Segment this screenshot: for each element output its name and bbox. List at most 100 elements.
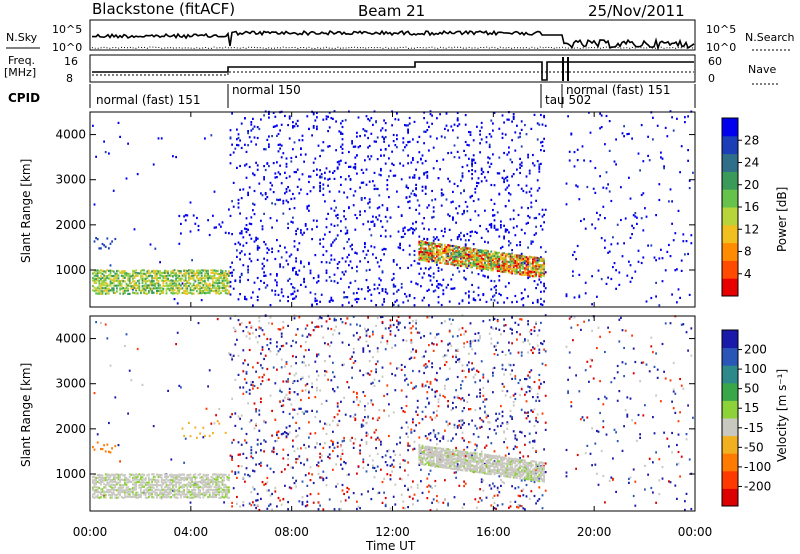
echo-cell <box>304 349 307 352</box>
echo-cell <box>192 474 195 477</box>
echo-cell <box>399 267 401 270</box>
echo-cell <box>599 175 601 178</box>
echo-cell <box>127 495 129 498</box>
echo-cell <box>170 475 173 479</box>
echo-cell <box>362 374 365 377</box>
echo-cell <box>104 245 107 248</box>
echo-cell <box>157 282 160 285</box>
echo-cell <box>484 266 486 269</box>
echo-cell <box>312 219 315 222</box>
echo-cell <box>421 460 424 463</box>
echo-cell <box>220 272 222 275</box>
echo-cell <box>192 282 195 285</box>
echo-cell <box>104 284 107 287</box>
echo-cell <box>96 274 99 277</box>
echo-cell <box>368 206 371 209</box>
echo-cell <box>274 382 277 385</box>
echo-cell <box>440 261 443 264</box>
echo-cell <box>276 431 278 434</box>
echo-cell <box>295 257 297 260</box>
echo-cell <box>128 272 131 275</box>
echo-cell <box>522 261 525 264</box>
echo-cell <box>106 478 109 482</box>
echo-cell <box>316 389 318 392</box>
echo-cell <box>188 496 190 499</box>
echo-cell <box>224 284 227 288</box>
echo-cell <box>530 206 533 209</box>
echo-cell <box>308 363 310 367</box>
echo-cell <box>215 495 217 498</box>
echo-cell <box>215 226 217 229</box>
echo-cell <box>242 264 245 267</box>
echo-cell <box>133 272 136 275</box>
echo-cell <box>199 485 201 488</box>
echo-cell <box>111 269 113 272</box>
echo-cell <box>228 274 230 277</box>
echo-cell <box>255 506 257 510</box>
echo-cell <box>109 284 112 287</box>
echo-cell <box>349 323 352 326</box>
echo-cell <box>184 219 187 222</box>
echo-cell <box>228 491 230 494</box>
echo-cell <box>106 284 109 287</box>
echo-cell <box>247 268 249 271</box>
echo-cell <box>464 200 467 204</box>
echo-cell <box>112 488 115 492</box>
echo-cell <box>309 190 312 193</box>
echo-cell <box>428 451 430 454</box>
echo-cell <box>277 436 280 439</box>
echo-cell <box>136 496 139 499</box>
echo-cell <box>189 435 192 438</box>
echo-cell <box>109 289 112 292</box>
echo-cell <box>408 206 411 210</box>
echo-cell <box>282 497 285 501</box>
echo-cell <box>429 257 432 261</box>
echo-cell <box>159 484 161 487</box>
echo-cell <box>151 270 153 273</box>
echo-cell <box>314 360 317 363</box>
echo-cell <box>490 298 493 301</box>
echo-cell <box>101 476 104 479</box>
echo-cell <box>172 282 174 285</box>
echo-cell <box>370 117 373 120</box>
echo-cell <box>442 249 445 252</box>
echo-cell <box>477 182 480 185</box>
echo-cell <box>543 268 545 271</box>
echo-cell <box>536 283 539 286</box>
echo-cell <box>156 486 158 489</box>
echo-cell <box>256 499 259 502</box>
echo-cell <box>584 227 587 230</box>
echo-cell <box>213 422 216 425</box>
echo-cell <box>96 269 99 272</box>
echo-cell <box>421 250 424 254</box>
echo-cell <box>508 267 510 270</box>
echo-cell <box>106 481 109 484</box>
echo-cell <box>461 174 464 177</box>
echo-cell <box>532 301 534 304</box>
echo-cell <box>282 448 285 451</box>
echo-cell <box>541 303 544 306</box>
echo-cell <box>418 235 421 238</box>
echo-cell <box>655 295 657 298</box>
echo-cell <box>196 286 198 289</box>
echo-cell <box>316 168 318 171</box>
echo-cell <box>300 188 302 191</box>
echo-cell <box>172 271 174 274</box>
echo-cell <box>426 174 429 177</box>
echo-cell <box>354 279 357 283</box>
echo-cell <box>205 489 208 492</box>
echo-cell <box>260 464 262 467</box>
echo-cell <box>216 272 219 276</box>
echo-cell <box>109 475 112 478</box>
echo-cell <box>149 493 152 496</box>
echo-cell <box>466 232 469 236</box>
echo-cell <box>468 259 470 263</box>
echo-cell <box>112 474 115 477</box>
echo-cell <box>376 452 379 455</box>
echo-cell <box>610 277 613 281</box>
echo-cell <box>341 143 344 146</box>
echo-cell <box>149 488 152 491</box>
echo-cell <box>221 282 224 285</box>
echo-cell <box>264 197 267 201</box>
echo-cell <box>178 289 181 292</box>
